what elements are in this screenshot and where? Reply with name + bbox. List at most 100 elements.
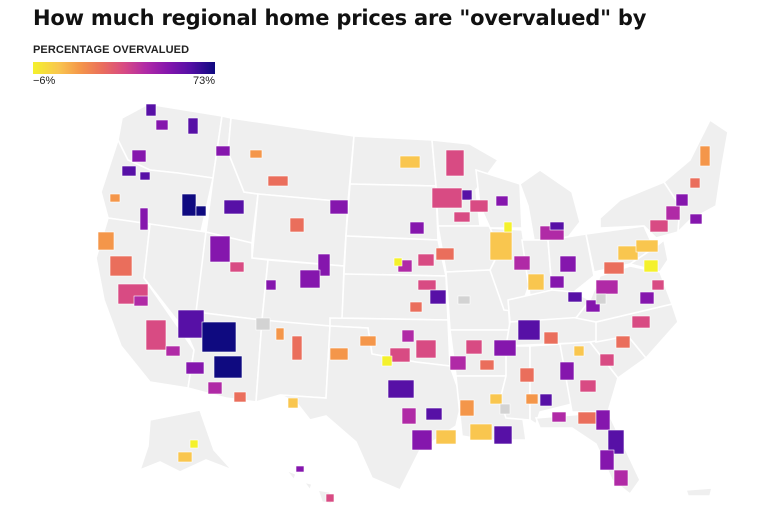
metro-area <box>425 407 443 421</box>
metro-area <box>431 187 463 209</box>
metro-area <box>489 231 513 261</box>
metro-area <box>465 339 483 355</box>
metro-area <box>495 195 509 207</box>
metro-area <box>289 217 305 233</box>
metro-area <box>519 367 535 383</box>
metro-area <box>97 231 115 251</box>
metro-area <box>665 205 681 221</box>
metro-area <box>213 355 243 379</box>
metro-area <box>615 335 631 349</box>
legend-ticks: −6% 73% <box>33 74 215 88</box>
metro-area <box>249 149 263 159</box>
metro-area <box>493 339 517 357</box>
metro-area <box>401 329 415 343</box>
color-legend: PERCENTAGE OVERVALUED −6% 73% <box>33 44 223 88</box>
metro-area <box>109 255 133 277</box>
metro-area <box>145 319 167 351</box>
metro-area <box>145 103 157 117</box>
metro-area <box>539 393 553 407</box>
metro-area <box>479 359 495 371</box>
metro-area <box>415 339 437 359</box>
metro-area <box>187 117 199 135</box>
metro-area <box>317 253 331 277</box>
metro-area <box>291 335 303 361</box>
metro-area <box>131 149 147 163</box>
metro-area <box>417 253 435 267</box>
metro-area <box>207 381 223 395</box>
metro-areas <box>97 103 711 503</box>
metro-area <box>399 155 421 169</box>
metro-area <box>461 189 473 201</box>
metro-area <box>389 347 411 363</box>
metro-area <box>549 275 565 289</box>
metro-area <box>139 207 149 231</box>
metro-area <box>499 403 511 415</box>
metro-area <box>577 411 597 425</box>
metro-area <box>359 335 377 347</box>
metro-area <box>165 345 181 357</box>
metro-area <box>409 301 423 313</box>
metro-area <box>595 279 619 295</box>
metro-area <box>469 199 489 213</box>
metro-area <box>559 361 575 381</box>
metro-area <box>181 193 197 217</box>
metro-area <box>287 397 299 409</box>
metro-area <box>435 429 457 445</box>
state-hi-2 <box>302 480 314 492</box>
metro-area <box>329 347 349 361</box>
metro-area <box>209 235 231 263</box>
metro-area <box>613 469 629 487</box>
metro-area <box>595 409 611 431</box>
metro-area <box>195 205 207 217</box>
metro-area <box>513 255 531 271</box>
metro-area <box>121 165 137 177</box>
state-mi <box>519 169 581 241</box>
metro-area <box>435 247 455 261</box>
metro-area <box>233 391 247 403</box>
metro-area <box>401 407 417 425</box>
metro-area <box>699 145 711 167</box>
metro-area <box>295 465 305 473</box>
state-nm <box>255 319 331 404</box>
metro-area <box>133 295 149 307</box>
legend-color-scale <box>33 62 215 74</box>
metro-area <box>223 199 245 215</box>
metro-area <box>603 261 625 275</box>
metro-area <box>607 429 625 455</box>
metro-area <box>449 355 467 371</box>
metro-area <box>265 279 277 291</box>
metro-area <box>573 345 585 357</box>
metro-area <box>411 429 433 451</box>
metro-area <box>429 289 447 305</box>
metro-area <box>675 193 689 207</box>
chart-title: How much regional home prices are "overv… <box>33 6 647 30</box>
metro-area <box>617 245 639 261</box>
metro-area <box>139 171 151 181</box>
metro-area <box>635 239 659 253</box>
metro-area <box>299 269 321 289</box>
metro-area <box>381 355 393 367</box>
state-nd <box>349 135 437 187</box>
metro-area <box>185 361 205 375</box>
metro-area <box>325 493 335 503</box>
metro-area <box>551 411 567 423</box>
legend-title: PERCENTAGE OVERVALUED <box>33 44 190 56</box>
metro-area <box>527 273 545 291</box>
metro-area <box>517 319 541 341</box>
metro-area <box>651 279 665 291</box>
metro-area <box>155 119 169 131</box>
metro-area <box>457 295 471 305</box>
metro-area <box>649 219 669 233</box>
metro-area <box>229 261 245 273</box>
metro-area <box>267 175 289 187</box>
state-ak <box>138 409 233 473</box>
metro-area <box>109 193 121 203</box>
metro-area <box>387 379 415 399</box>
metro-area <box>559 255 577 273</box>
metro-area <box>459 399 475 417</box>
metro-area <box>445 149 465 177</box>
metro-area <box>215 145 231 157</box>
metro-area <box>255 317 271 331</box>
metro-area <box>489 393 503 405</box>
metro-area <box>599 353 615 367</box>
